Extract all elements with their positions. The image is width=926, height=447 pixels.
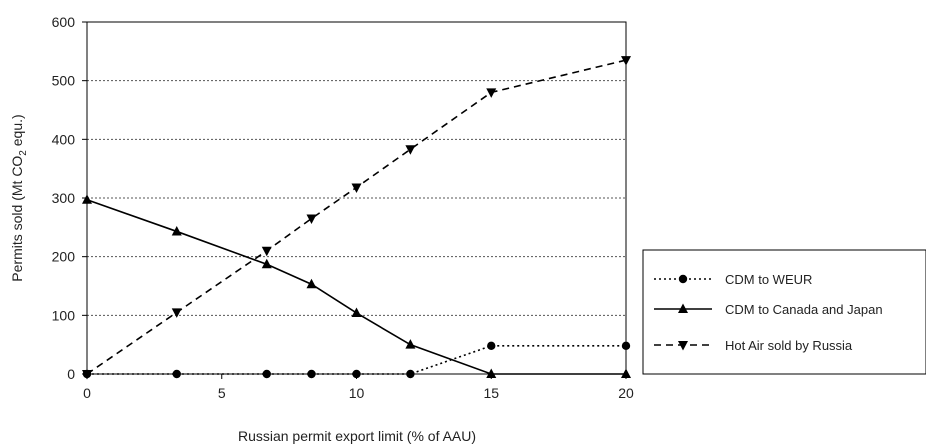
- x-tick-label: 15: [483, 385, 499, 401]
- data-point-triangle-up: [486, 368, 497, 378]
- legend-marker: [678, 303, 688, 313]
- y-axis-label: Permits sold (Mt CO2 equ.): [9, 114, 29, 281]
- data-point-triangle-down: [351, 183, 362, 193]
- legend-label: CDM to WEUR: [725, 272, 812, 287]
- y-tick-label: 500: [52, 73, 76, 89]
- x-tick-label: 5: [218, 385, 226, 401]
- y-tick-label: 300: [52, 190, 76, 206]
- data-point-triangle-down: [306, 214, 317, 225]
- series-line: [86, 59, 627, 375]
- legend-items: CDM to WEUR CDM to Canada and Japan Hot Ai…: [654, 272, 883, 353]
- y-tick-label: 600: [52, 14, 76, 30]
- data-point-triangle-up: [405, 339, 416, 349]
- series-line: [87, 345, 626, 375]
- legend-marker: [678, 341, 688, 351]
- series-cdm-to-canada-and-japan: [82, 194, 631, 378]
- legend-marker: [678, 274, 688, 284]
- data-point-triangle-down: [261, 246, 272, 257]
- y-tick-label: 100: [52, 307, 76, 323]
- series-cdm-to-weur: [82, 341, 631, 379]
- x-axis-ticks: 0 5 10 15 20: [83, 374, 634, 401]
- x-tick-label: 20: [618, 385, 634, 401]
- y-axis-label-subscript: 2: [18, 150, 29, 156]
- y-tick-label: 400: [52, 131, 76, 147]
- data-point-triangle-down: [82, 370, 92, 380]
- y-axis-label-suffix: equ.): [9, 114, 25, 150]
- series-layer: [82, 56, 631, 380]
- x-tick-label: 0: [83, 385, 91, 401]
- data-point-circle: [172, 369, 181, 379]
- data-point-triangle-down: [405, 145, 416, 155]
- data-point-triangle-up: [306, 278, 317, 289]
- data-point-circle: [262, 369, 271, 379]
- data-point-triangle-down: [486, 88, 497, 98]
- series-line: [86, 199, 626, 375]
- x-axis-label: Russian permit export limit (% of AAU): [238, 428, 476, 444]
- data-point-triangle-down: [171, 308, 182, 318]
- y-tick-label: 0: [67, 366, 75, 382]
- data-point-triangle-up: [261, 258, 272, 269]
- data-point-triangle-up: [82, 194, 92, 204]
- data-point-circle: [621, 341, 631, 351]
- y-axis-label-prefix: Permits sold (Mt CO: [9, 156, 25, 282]
- data-point-triangle-up: [621, 368, 631, 378]
- data-point-circle: [352, 369, 361, 379]
- grid-lines: [87, 80, 626, 316]
- y-tick-label: 200: [52, 249, 76, 265]
- data-point-circle: [307, 369, 316, 379]
- data-point-circle: [406, 369, 415, 379]
- legend-label: Hot Air sold by Russia: [725, 338, 853, 353]
- y-axis-ticks: 0 100 200 300 400 500 600: [52, 14, 87, 382]
- series-hot-air-sold-by-russia: [82, 56, 631, 380]
- data-point-triangle-up: [171, 225, 182, 236]
- data-point-triangle-up: [351, 307, 362, 317]
- legend-label: CDM to Canada and Japan: [725, 302, 883, 317]
- legend-box: [642, 249, 926, 375]
- data-point-circle: [487, 341, 496, 351]
- data-point-triangle-down: [621, 56, 631, 66]
- legend: CDM to WEUR CDM to Canada and Japan Hot Ai…: [642, 249, 926, 375]
- x-tick-label: 10: [349, 385, 365, 401]
